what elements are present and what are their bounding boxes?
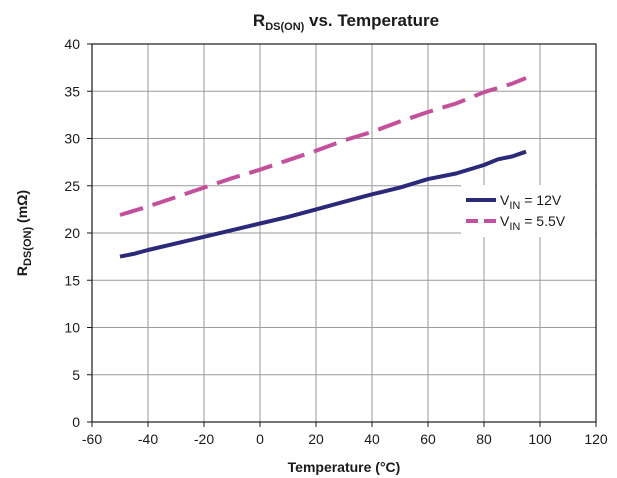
series-lines (119, 76, 527, 259)
x-tick-label: 100 (528, 431, 552, 447)
y-axis-title: RDS(ON) (mΩ) (14, 190, 34, 276)
x-tick-label: 80 (476, 431, 492, 447)
plot-frame (91, 43, 597, 423)
legend-label-vin-5v5: VIN = 5.5V (500, 213, 566, 233)
y-tick-label: 0 (72, 414, 80, 430)
x-tick-label: 20 (308, 431, 324, 447)
y-tick-label: 15 (64, 272, 80, 288)
y-tick-label: 20 (64, 225, 80, 241)
legend-label-vin-12v: VIN = 12V (500, 192, 562, 212)
y-tick-label: 25 (64, 178, 80, 194)
y-tick-label: 35 (64, 83, 80, 99)
legend-background (461, 185, 595, 237)
y-tick-label: 5 (72, 367, 80, 383)
chart-title: RDS(ON) vs. Temperature (253, 11, 439, 33)
tick-labels: -60 -40 -20 0 20 40 60 80 100 120 0 5 10 15 20 25 30 35 40 (64, 36, 607, 447)
x-axis-title: Temperature (°C) (288, 459, 401, 475)
x-tick-label: 40 (364, 431, 380, 447)
x-tick-label: 0 (256, 431, 264, 447)
x-tick-label: -20 (194, 431, 214, 447)
x-tick-label: 120 (584, 431, 608, 447)
y-tick-label: 10 (64, 320, 80, 336)
x-tick-label: 60 (420, 431, 436, 447)
y-tick-label: 40 (64, 36, 80, 52)
series-line-vin-5v5 (119, 76, 527, 217)
series-line-vin-12v (119, 149, 527, 259)
x-tick-label: -60 (82, 431, 102, 447)
y-tick-label: 30 (64, 131, 80, 147)
legend: VIN = 12V VIN = 5.5V (461, 185, 595, 237)
x-tick-label: -40 (138, 431, 158, 447)
